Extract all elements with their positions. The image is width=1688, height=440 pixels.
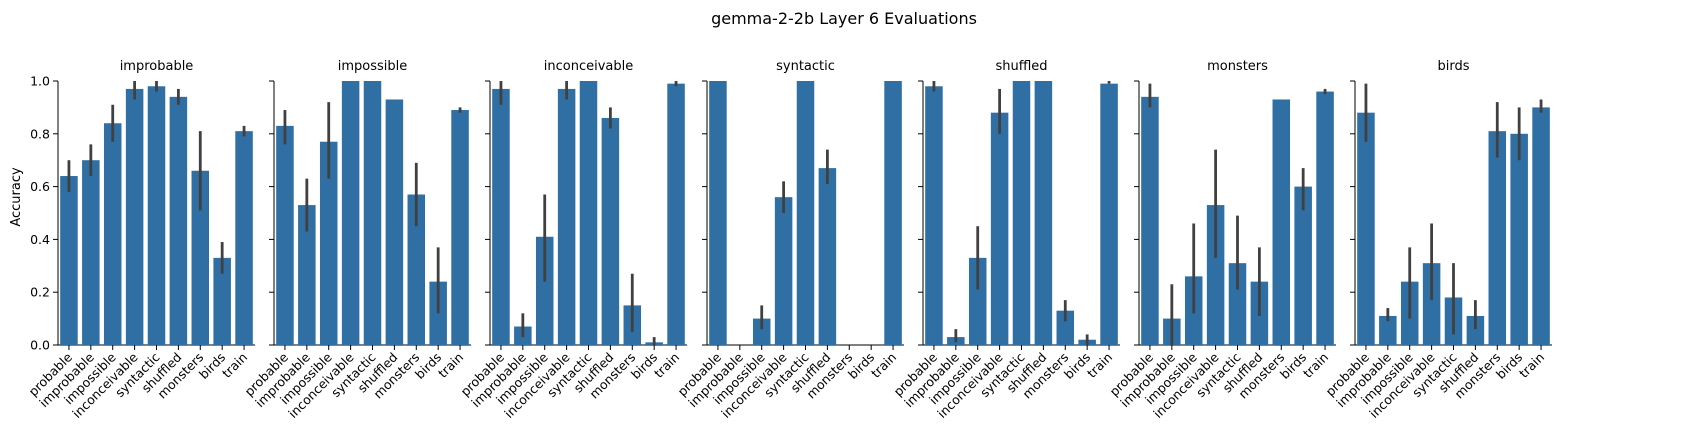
bar-monsters	[407, 194, 426, 345]
bar-probable	[925, 86, 943, 345]
bar-syntactic	[579, 81, 598, 345]
bar-inconceivable	[557, 88, 576, 346]
bar-syntactic	[1228, 263, 1247, 345]
panel-inconceivable: inconceivableprobableimprobableimpossibl…	[457, 59, 687, 421]
panel-birds: birdsprobableimprobableimpossibleinconce…	[1322, 59, 1552, 421]
bar-syntactic	[363, 81, 382, 345]
x-tick-label: train	[435, 350, 466, 381]
x-tick-label: train	[1516, 350, 1547, 381]
bar-train	[1316, 91, 1334, 345]
bar-impossible	[103, 123, 122, 346]
bar-monsters	[1272, 99, 1291, 345]
panel-syntactic: syntacticprobableimprobableimpossibleinc…	[674, 59, 904, 421]
bar-shuffled	[1466, 315, 1485, 345]
panel-shuffled: shuffledprobableimprobableimpossibleinco…	[890, 59, 1120, 421]
bar-shuffled	[1034, 81, 1053, 345]
bar-probable	[709, 81, 727, 345]
panels: improbable0.00.20.40.60.81.0probableimpr…	[25, 59, 1552, 421]
bar-impossible	[968, 257, 987, 345]
panel-title: impossible	[338, 59, 408, 74]
x-tick-label: train	[1084, 350, 1115, 381]
y-tick-label: 0.0	[30, 338, 50, 353]
figure-title: gemma-2-2b Layer 6 Evaluations	[711, 9, 977, 28]
bar-train	[667, 83, 685, 345]
y-tick-label: 0.6	[30, 179, 50, 194]
bar-birds	[213, 257, 231, 345]
bar-improbable	[1379, 315, 1397, 345]
bar-syntactic	[147, 86, 166, 345]
bar-impossible	[535, 236, 554, 345]
bar-shuffled	[601, 117, 620, 346]
bar-train	[235, 131, 253, 345]
bar-improbable	[298, 205, 316, 345]
bar-improbable	[82, 160, 100, 345]
bar-inconceivable	[1422, 263, 1441, 345]
panel-title: inconceivable	[544, 59, 633, 74]
bar-monsters	[1488, 131, 1507, 345]
bar-inconceivable	[341, 81, 360, 345]
bar-probable	[1141, 96, 1159, 345]
bar-monsters	[1056, 310, 1075, 345]
panel-impossible: impossibleprobableimprobableimpossiblein…	[241, 59, 471, 421]
bar-inconceivable	[1206, 205, 1225, 345]
bar-birds	[1510, 133, 1528, 345]
bar-train	[1532, 107, 1550, 346]
bar-inconceivable	[990, 112, 1009, 346]
y-tick-label: 0.4	[30, 232, 50, 247]
x-tick-label: train	[1300, 350, 1331, 381]
bar-syntactic	[1012, 81, 1031, 345]
panel-title: improbable	[120, 59, 194, 74]
panel-title: syntactic	[776, 59, 835, 74]
y-tick-label: 0.2	[30, 285, 50, 300]
y-tick-label: 0.8	[30, 126, 50, 141]
y-tick-label: 1.0	[30, 74, 50, 89]
panel-title: birds	[1437, 59, 1469, 74]
bar-shuffled	[169, 96, 188, 345]
bar-impossible	[752, 318, 771, 345]
bar-syntactic	[796, 81, 815, 345]
bar-inconceivable	[774, 197, 793, 345]
bar-monsters	[191, 170, 210, 345]
bar-shuffled	[818, 168, 837, 345]
bar-probable	[276, 125, 294, 345]
bar-probable	[1357, 112, 1375, 346]
bar-shuffled	[385, 99, 404, 345]
panel-improbable: improbable0.00.20.40.60.81.0probableimpr…	[25, 59, 255, 421]
bar-train	[884, 81, 902, 345]
bar-inconceivable	[125, 88, 144, 346]
x-tick-label: train	[868, 350, 899, 381]
bar-probable	[492, 88, 510, 346]
bar-train	[451, 110, 469, 345]
panel-title: shuffled	[995, 59, 1047, 74]
panel-title: monsters	[1207, 59, 1268, 74]
bar-train	[1100, 83, 1118, 345]
x-tick-label: train	[651, 350, 682, 381]
panel-monsters: monstersprobableimprobableimpossibleinco…	[1106, 59, 1336, 421]
bar-birds	[1294, 186, 1312, 345]
bar-probable	[60, 176, 78, 345]
x-tick-label: train	[219, 350, 250, 381]
y-axis-label: Accuracy	[9, 167, 24, 227]
bar-impossible	[319, 141, 338, 345]
